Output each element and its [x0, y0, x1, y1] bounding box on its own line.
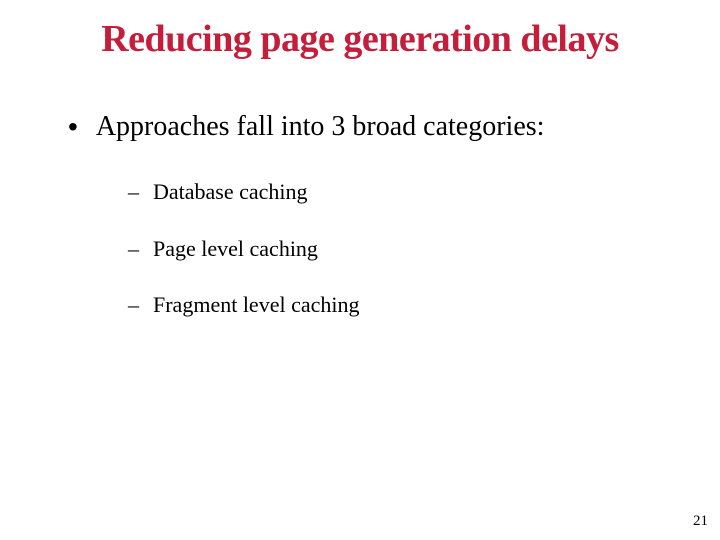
bullet-level2-item: – Database caching — [128, 179, 672, 205]
bullet-level2-text: Page level caching — [153, 236, 318, 262]
bullet-dash-icon: – — [128, 236, 139, 262]
bullet-level2-item: – Page level caching — [128, 236, 672, 262]
slide-title: Reducing page generation delays — [48, 18, 672, 62]
bullet-dash-icon: – — [128, 179, 139, 205]
bullet-level2-text: Fragment level caching — [153, 292, 359, 318]
bullet-level1-text: Approaches fall into 3 broad categories: — [96, 110, 545, 144]
bullet-level2-item: – Fragment level caching — [128, 292, 672, 318]
slide-container: Reducing page generation delays • Approa… — [0, 0, 720, 540]
page-number: 21 — [693, 513, 708, 530]
bullet-level2-text: Database caching — [153, 179, 308, 205]
bullet-dot-icon: • — [68, 110, 78, 144]
bullet-dash-icon: – — [128, 292, 139, 318]
bullet-level1: • Approaches fall into 3 broad categorie… — [68, 110, 672, 144]
